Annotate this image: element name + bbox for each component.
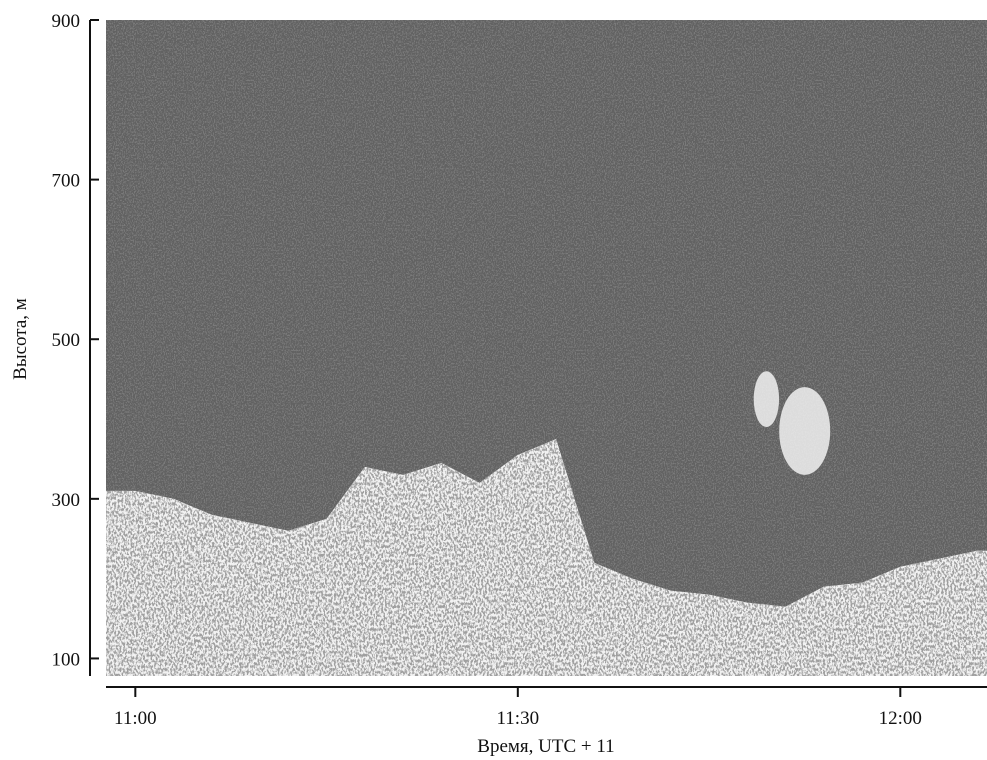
y-tick-label: 100 [52, 649, 81, 670]
y-axis-ticks: 100 300 500 700 900 [52, 11, 99, 670]
y-axis-title: Высота, м [10, 298, 31, 380]
x-tick-label: 11:30 [497, 708, 540, 729]
x-axis-ticks: 11:00 11:30 12:00 [114, 687, 922, 729]
echogram-plot-area [106, 20, 987, 676]
echo-patch [779, 387, 831, 475]
chart-axes [89, 20, 987, 688]
echo-region-texture [106, 439, 987, 676]
y-tick-label: 500 [52, 330, 81, 351]
echo-patch [753, 371, 780, 427]
x-axis-title: Время, UTC + 11 [477, 736, 614, 757]
y-tick-label: 700 [52, 171, 81, 192]
x-tick-label: 12:00 [879, 708, 922, 729]
echogram-boundary-layer-echo [106, 371, 987, 676]
x-tick-label: 11:00 [114, 708, 157, 729]
y-tick-label: 300 [52, 490, 81, 511]
y-tick-label: 900 [52, 11, 81, 32]
